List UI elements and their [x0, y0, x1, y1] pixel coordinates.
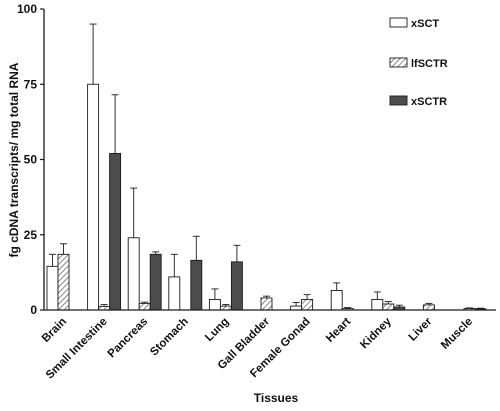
bar-xSCTR [149, 253, 162, 311]
bar-xSCT [371, 299, 384, 311]
bar-xSCT [208, 299, 221, 311]
bar-xSCTR [190, 259, 203, 311]
bar-xSCT [168, 276, 181, 311]
bar-group [371, 291, 406, 311]
x-tick-label: Pancreas [106, 316, 151, 361]
bar-lfSCTR [422, 304, 435, 311]
bar-group [208, 244, 243, 311]
legend-swatch-xSCT [389, 17, 408, 28]
y-tick-label: 0 [30, 303, 37, 317]
bar-xSCTR [230, 261, 243, 311]
bar-lfSCTR [260, 297, 273, 311]
bar-group [168, 235, 203, 311]
bar-group [290, 294, 314, 311]
bar-xSCT [330, 289, 343, 311]
y-axis: 0 25 50 75 100 [17, 2, 45, 317]
bar-lfSCTR [138, 302, 151, 311]
y-tick-label: 25 [24, 228, 38, 242]
legend: xSCT lfSCTR xSCTR [389, 17, 448, 108]
bar-group [46, 243, 70, 311]
legend-label: lfSCTR [411, 58, 448, 70]
bar-xSCT [127, 237, 140, 311]
y-tick-label: 50 [24, 153, 38, 167]
legend-swatch-xSCTR [389, 95, 408, 106]
bar-xSCT [46, 265, 59, 311]
x-tick-label: Liver [407, 315, 435, 343]
bar-lfSCTR [382, 303, 395, 311]
bar-group [330, 282, 354, 311]
x-tick-label: Stomach [148, 316, 191, 359]
x-tick-label: Kidney [358, 315, 394, 351]
bar-xSCT [87, 83, 100, 311]
bar-group [422, 302, 435, 311]
legend-label: xSCT [411, 18, 439, 30]
bar-group [87, 23, 122, 311]
legend-label: xSCTR [411, 96, 447, 108]
legend-swatch-lfSCTR [389, 57, 408, 68]
x-tick-label: Muscle [439, 316, 475, 352]
x-tick-label: Brain [40, 316, 69, 345]
y-tick-label: 100 [17, 2, 37, 16]
y-axis-title: fg cDNA transcripts/ mg total RNA [7, 62, 21, 257]
x-tick-label: Heart [324, 316, 353, 345]
x-axis-title: Tissues [254, 391, 299, 405]
bar-lfSCTR [301, 299, 314, 311]
bar-group [260, 295, 273, 311]
bar-group [127, 187, 162, 311]
bar-lfSCTR [57, 253, 70, 311]
x-tick-label: Lung [203, 316, 231, 344]
y-tick-label: 75 [24, 77, 38, 91]
bar-xSCTR [109, 153, 122, 311]
